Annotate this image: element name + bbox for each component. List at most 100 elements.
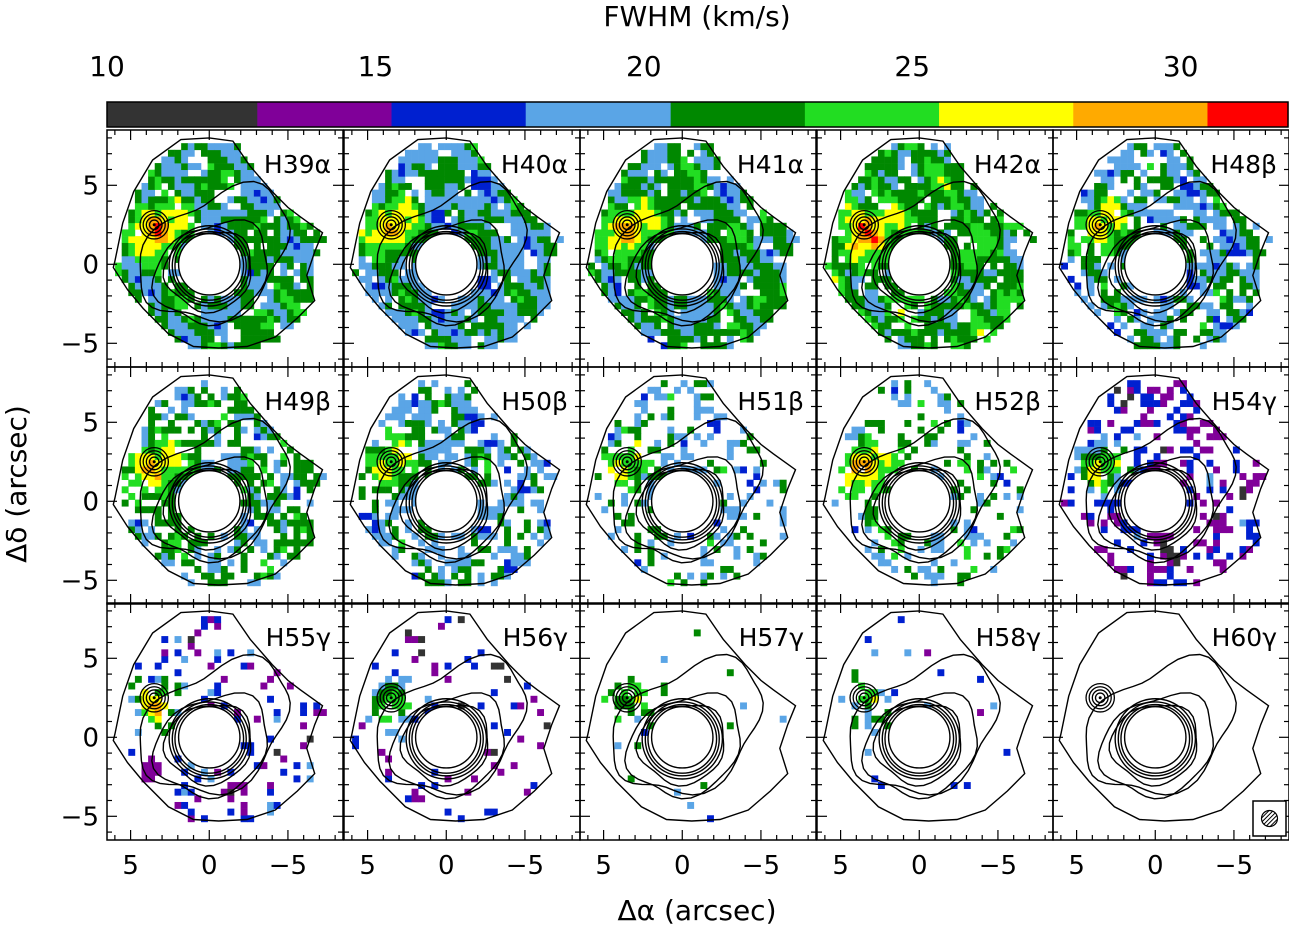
panel: H41α (579, 129, 817, 368)
heatmap-pixels (831, 380, 1024, 587)
panel: H50β (343, 366, 581, 605)
contours (822, 374, 1034, 586)
x-tick-label: 0 (674, 851, 691, 881)
axis-ticks (107, 130, 343, 367)
y-tick-label: 0 (82, 250, 99, 280)
contours (349, 610, 561, 822)
panel: H49β 5 0 −5 (61, 366, 344, 605)
contours (1058, 137, 1270, 349)
x-tick-label: −5 (269, 851, 307, 881)
panel-label: H51β (737, 387, 804, 416)
x-tick-label: −5 (979, 851, 1017, 881)
panel-label: H48β (1210, 150, 1277, 179)
y-axis-label: Δδ (arcsec) (0, 405, 33, 563)
colorbar-band (525, 102, 672, 127)
y-tick-label: −5 (61, 329, 99, 359)
contours (822, 137, 1034, 349)
axis-ticks (817, 130, 1053, 367)
panel: H51β (579, 366, 817, 605)
heatmap-pixels (352, 616, 551, 823)
contours (112, 137, 324, 349)
contours (112, 374, 324, 586)
panel-label: H42α (974, 150, 1041, 179)
colorbar-band (804, 102, 940, 127)
colorbar-title: FWHM (km/s) (603, 0, 790, 33)
x-tick-label: 5 (595, 851, 612, 881)
colorbar-bands (107, 102, 1289, 127)
colorbar-band (1073, 102, 1209, 127)
panel: H42α (816, 129, 1054, 368)
colorbar-tick-labels: 10 15 20 25 30 (89, 50, 1198, 83)
colorbar-tick-label: 20 (626, 50, 662, 83)
panel-label: H54γ (1212, 387, 1278, 416)
heatmap-pixels (128, 616, 327, 823)
y-tick-label: 0 (82, 723, 99, 753)
x-tick-label: 5 (122, 851, 139, 881)
axis-ticks (344, 603, 580, 840)
colorbar: FWHM (km/s) 10 15 20 25 30 (89, 0, 1289, 128)
x-tick-label: 5 (1068, 851, 1085, 881)
beam-ellipse (1260, 809, 1279, 828)
x-tick-label: 0 (438, 851, 455, 881)
x-tick-label: 5 (359, 851, 376, 881)
beam-box (1252, 800, 1287, 837)
panel-label: H55γ (266, 623, 332, 652)
colorbar-band (257, 102, 393, 127)
x-tick-label: −5 (742, 851, 780, 881)
panel-label: H58γ (976, 623, 1042, 652)
contours (349, 137, 561, 349)
contours (112, 610, 324, 822)
colorbar-band (1207, 102, 1289, 127)
axis-ticks (817, 367, 1053, 604)
y-tick-label: −5 (61, 566, 99, 596)
colorbar-band (107, 102, 258, 127)
axis-ticks (580, 130, 816, 367)
panel-label: H50β (501, 387, 568, 416)
panel-label: H41α (737, 150, 804, 179)
panel: H57γ 5 0 −5 (579, 602, 817, 881)
colorbar-tick-label: 10 (89, 50, 125, 83)
contours (585, 610, 797, 822)
panel-label: H39α (264, 150, 331, 179)
x-tick-label: 0 (1147, 851, 1164, 881)
panel-label: H40α (501, 150, 568, 179)
axis-ticks (107, 603, 343, 840)
colorbar-tick-label: 15 (358, 50, 394, 83)
contours (1058, 374, 1270, 586)
x-axis-label: Δα (arcsec) (617, 894, 776, 927)
panel: H54γ (1052, 366, 1289, 605)
colorbar-band (670, 102, 806, 127)
heatmap-pixels (352, 143, 564, 350)
panel: H60γ 5 0 −5 (1052, 602, 1289, 881)
panel: H58γ 5 0 −5 (816, 602, 1054, 881)
y-tick-label: 5 (82, 171, 99, 201)
panel-label: H57γ (739, 623, 805, 652)
colorbar-frame (106, 101, 1289, 128)
y-tick-label: 5 (82, 408, 99, 438)
x-tick-label: 5 (832, 851, 849, 881)
panel-label: H60γ (1212, 623, 1278, 652)
contours (822, 610, 1034, 822)
axis-ticks (344, 130, 580, 367)
x-tick-label: −5 (1215, 851, 1253, 881)
contours (585, 137, 797, 349)
axis-ticks (1053, 367, 1289, 604)
x-tick-label: 0 (911, 851, 928, 881)
heatmap-pixels (121, 380, 327, 587)
axis-ticks (580, 603, 816, 840)
y-tick-label: −5 (61, 802, 99, 832)
heatmap-pixels (601, 629, 787, 823)
panel: H56γ 5 0 −5 (343, 602, 581, 881)
colorbar-band (939, 102, 1074, 127)
panel: H39α 5 0 −5 (61, 129, 344, 368)
heatmap-pixels (588, 143, 800, 350)
x-tick-label: −5 (506, 851, 544, 881)
contours (349, 374, 561, 586)
panel: H55γ 5 0 −5 5 0 −5 (61, 602, 344, 881)
heatmap-pixels (838, 616, 1011, 790)
panel: H40α (343, 129, 581, 368)
panel: H48β (1052, 129, 1289, 368)
y-tick-label: 5 (82, 644, 99, 674)
y-tick-label: 0 (82, 487, 99, 517)
